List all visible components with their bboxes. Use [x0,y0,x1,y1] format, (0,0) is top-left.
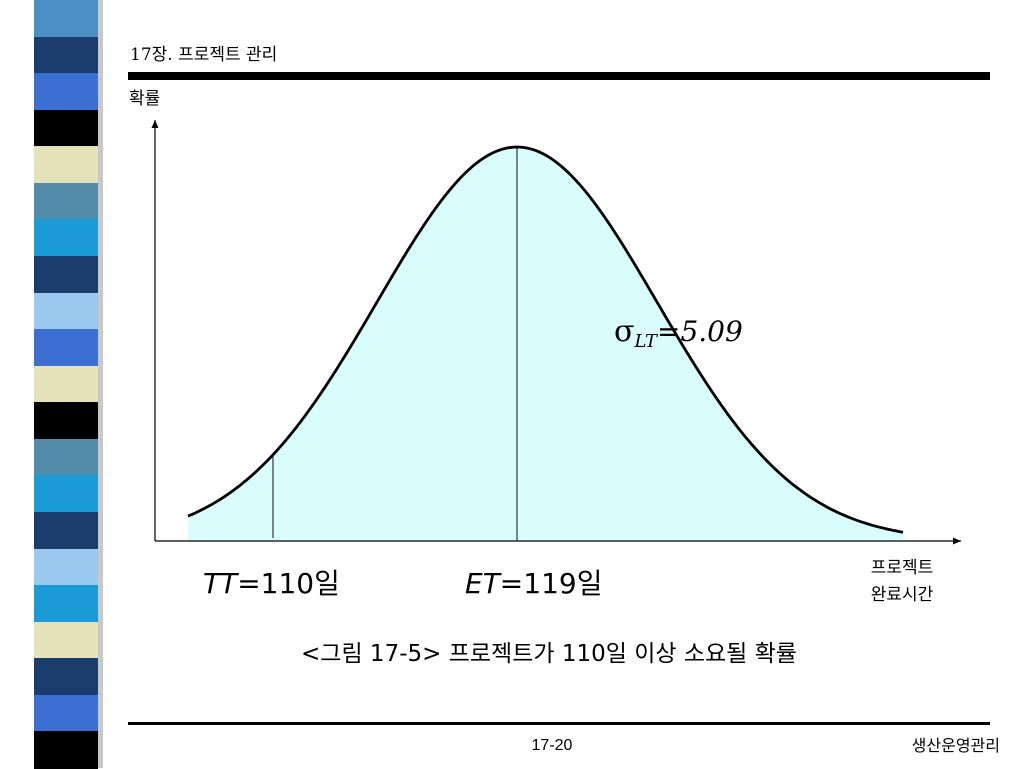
side-strip-block [34,585,98,623]
side-strip-block [34,402,98,440]
side-strip-block [34,694,98,733]
decorative-side-strip [34,0,98,769]
tt-label-value: =110일 [237,567,340,600]
side-strip-block [34,548,98,587]
page-number: 17-20 [531,737,573,754]
top-divider [128,72,990,80]
side-strip-block [34,256,98,294]
et-label-value: =119일 [500,567,603,600]
side-strip-block [34,365,98,404]
figure-caption: <그림 17-5> 프로젝트가 110일 이상 소요될 확률 [301,641,797,667]
side-strip-block [34,0,98,38]
side-strip-block [34,292,98,331]
sigma-subscript: LT [633,331,658,352]
probability-area-fill [188,147,903,541]
x-axis-label-line2: 완료시간 [871,585,934,605]
bottom-divider [128,722,990,725]
sigma-annotation: σLT=5.09 [614,314,743,352]
y-axis-label: 확률 [129,89,160,109]
normal-curve [187,145,904,534]
side-strip-block [34,36,98,75]
sigma-value: =5.09 [657,315,743,348]
tt-label-var: TT [203,567,239,600]
side-strip-block [34,475,98,513]
x-axis-label-line1: 프로젝트 [871,558,934,578]
side-strip-block [34,73,98,111]
tt-label: TT=110일 [203,567,340,600]
side-strip-block [34,182,98,221]
side-strip-block [34,109,98,148]
side-strip-shadow [98,0,103,768]
side-strip-block [34,621,98,660]
side-strip-block [34,731,98,769]
side-strip-block [34,438,98,477]
slide-title: 17장. 프로젝트 관리 [130,45,278,65]
side-strip-block [34,658,98,696]
course-name: 생산운영관리 [911,736,1000,755]
side-strip-block [34,146,98,184]
sigma-symbol: σ [614,314,634,349]
et-label: ET=119일 [465,567,602,600]
et-label-var: ET [465,567,502,600]
side-strip-block [34,512,98,550]
side-strip-block [34,219,98,257]
side-strip-block [34,329,98,367]
